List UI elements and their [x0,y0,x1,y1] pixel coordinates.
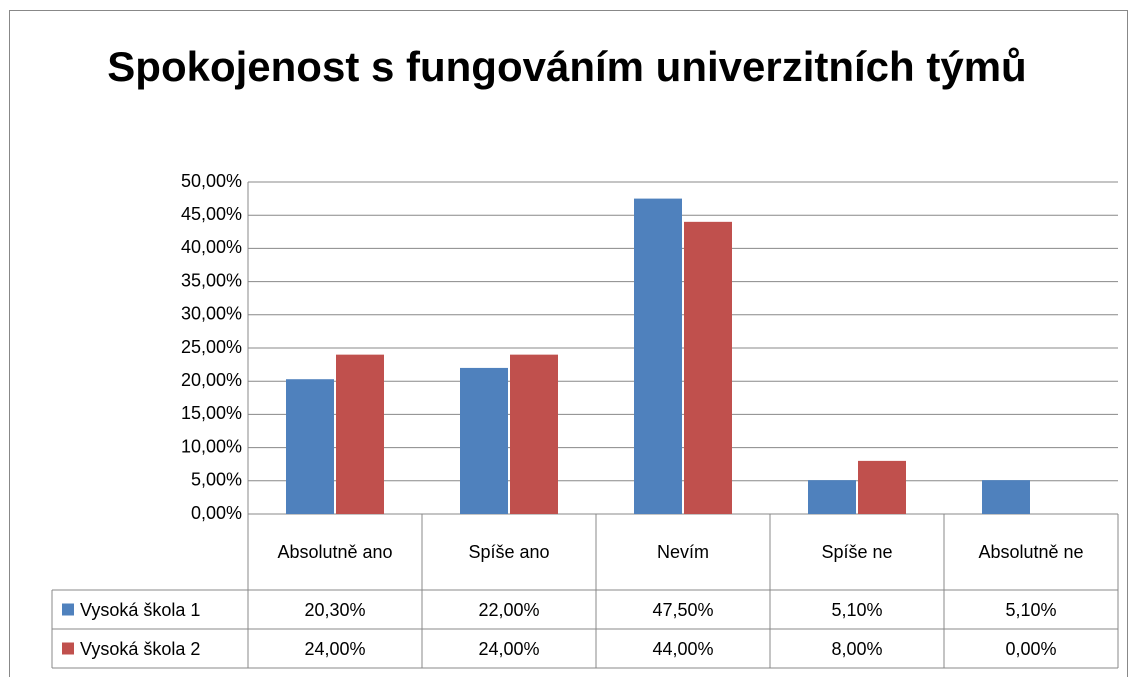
data-label: 24,00% [478,638,540,659]
y-tick-label: 50,00% [181,171,242,191]
x-tick-label: Spíše ne [821,542,893,562]
x-tick-label: Absolutně ne [978,542,1084,562]
legend-label: Vysoká škola 1 [80,599,201,620]
data-label: 44,00% [652,638,714,659]
y-tick-label: 30,00% [181,304,242,324]
data-label: 0,00% [1005,638,1057,659]
x-tick-label: Spíše ano [468,542,550,562]
y-tick-label: 0,00% [191,503,242,523]
bar [982,480,1030,514]
legend-key [62,642,74,655]
bar [510,354,558,514]
chart-border [9,10,1128,677]
y-tick-label: 5,00% [191,470,242,490]
y-tick-label: 45,00% [181,204,242,224]
data-label: 5,10% [831,599,883,620]
data-label: 47,50% [652,599,714,620]
legend-label: Vysoká škola 2 [80,638,201,659]
y-tick-label: 10,00% [181,436,242,456]
y-tick-label: 15,00% [181,403,242,423]
bar [460,367,508,514]
bar [286,379,334,514]
y-tick-label: 40,00% [181,237,242,257]
bar [634,198,682,514]
legend-key [62,603,74,616]
bar [336,354,384,514]
y-tick-label: 20,00% [181,370,242,390]
bar [808,480,856,514]
chart-title: Spokojenost s fungováním univerzitních t… [107,43,1027,90]
x-tick-label: Nevím [656,542,709,562]
bar [858,460,906,514]
x-tick-label: Absolutně ano [277,542,393,562]
y-tick-label: 25,00% [181,337,242,357]
data-label: 24,00% [304,638,366,659]
y-tick-label: 35,00% [181,270,242,290]
data-label: 8,00% [831,638,883,659]
data-label: 22,00% [478,599,540,620]
data-label: 20,30% [304,599,366,620]
data-label: 5,10% [1005,599,1057,620]
bar [684,221,732,514]
